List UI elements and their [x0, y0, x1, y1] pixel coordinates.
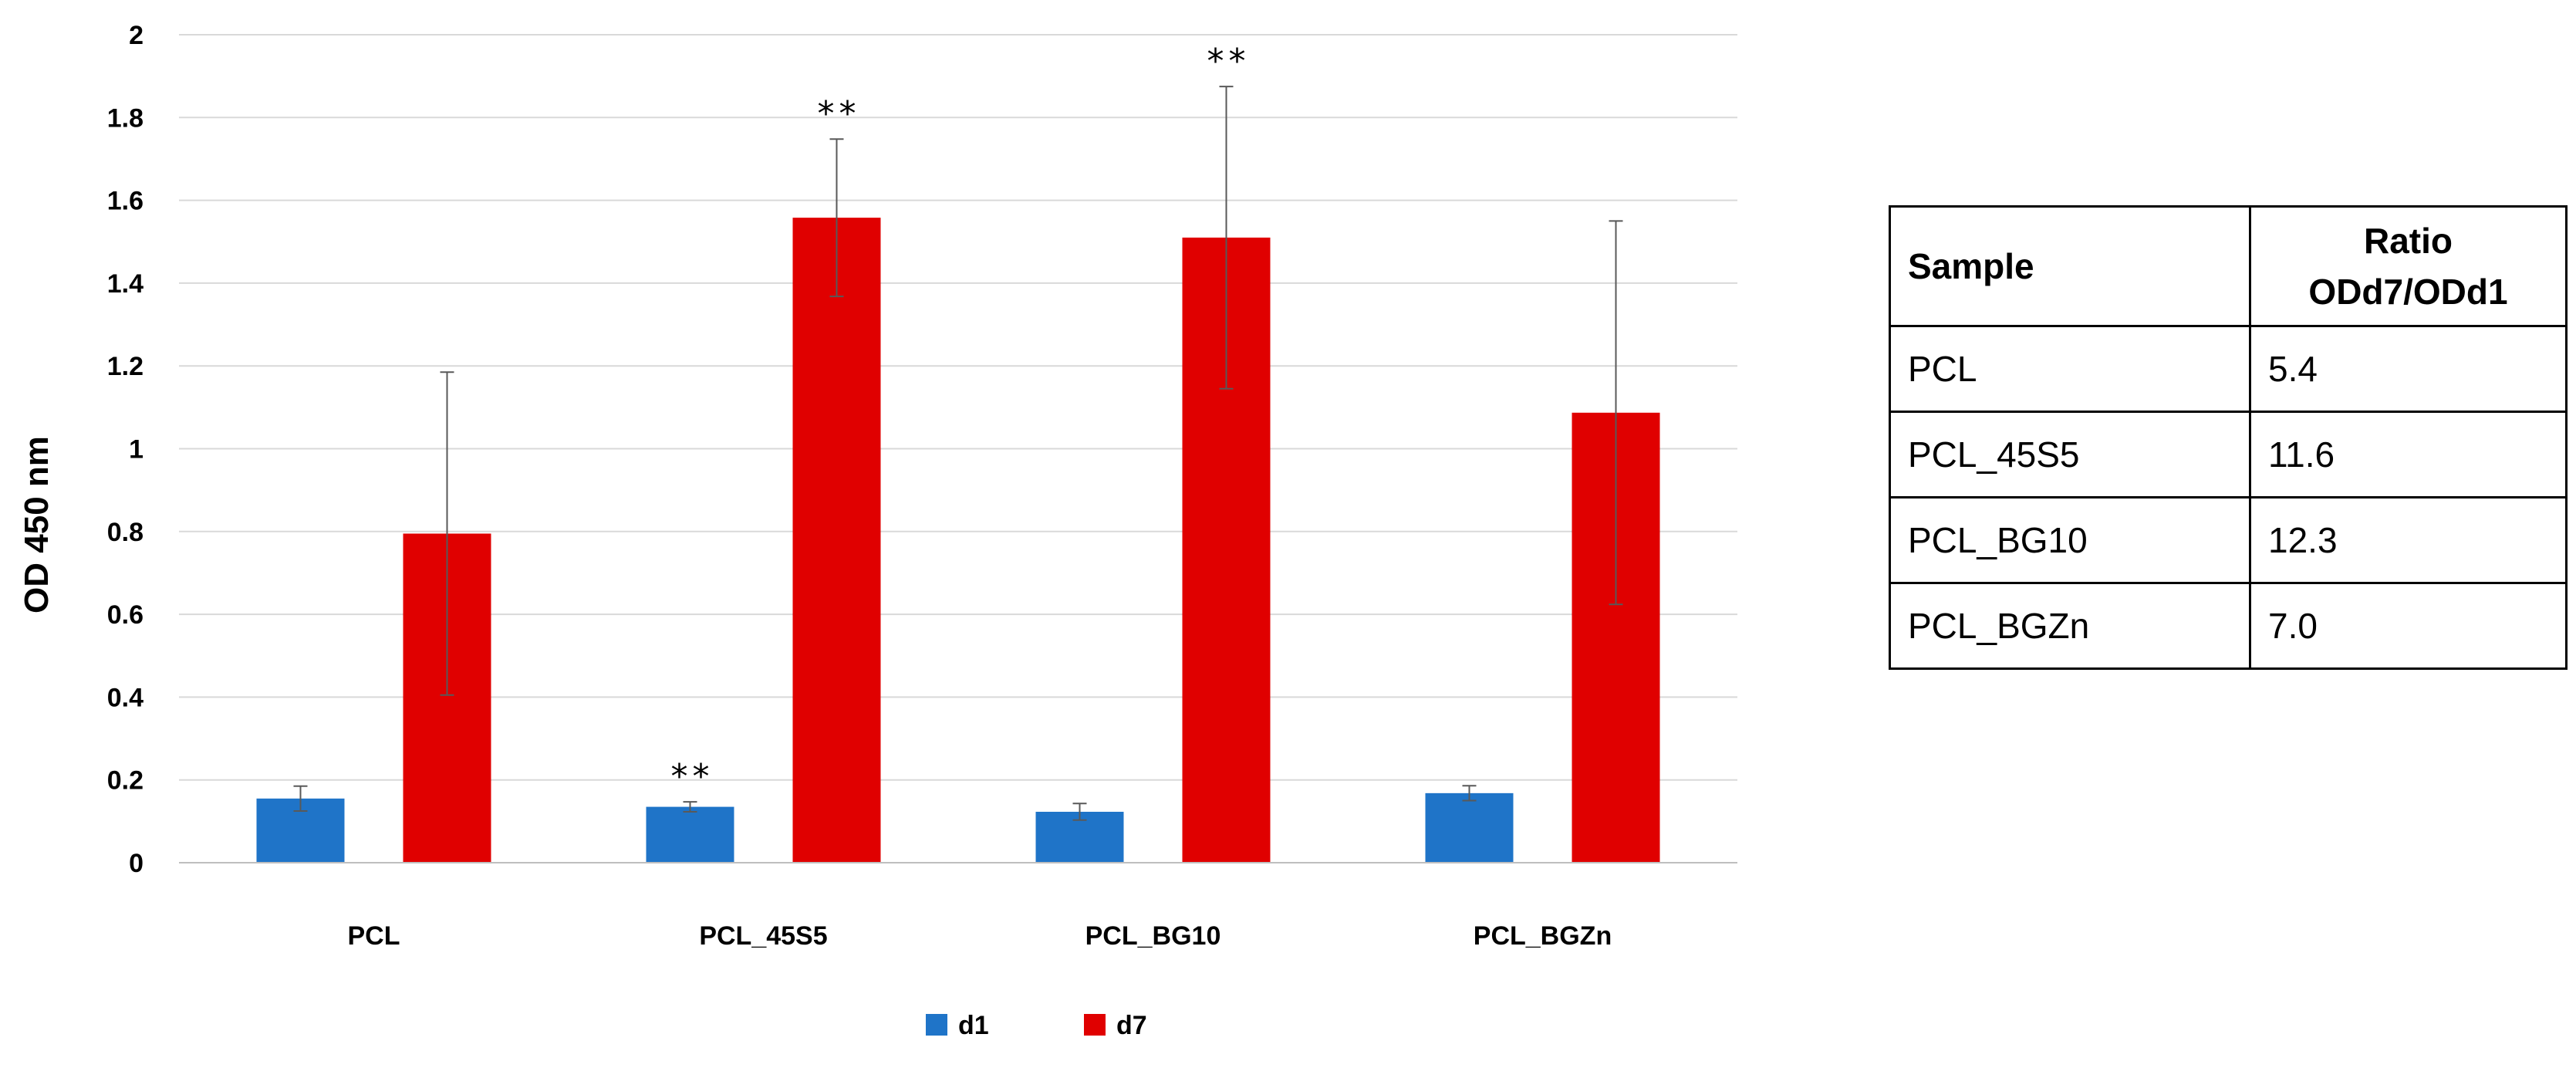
y-tick-label: 1.8: [107, 103, 143, 133]
y-axis-label: OD 450 nm: [18, 436, 56, 613]
header-ratio-line2: ODd7/ODd1: [2308, 272, 2508, 312]
header-ratio-line1: Ratio: [2364, 221, 2453, 261]
y-tick-label: 1: [129, 435, 143, 465]
legend-swatch: [926, 1014, 947, 1036]
cell-sample: PCL_BGZn: [1889, 582, 2251, 670]
x-category-label: PCL_BG10: [1085, 921, 1221, 951]
cell-sample: PCL_BG10: [1889, 496, 2251, 584]
y-tick-label: 0.2: [107, 766, 143, 796]
ratio-table: Sample Ratio ODd7/ODd1 PCL 5.4 PCL_45S5 …: [1889, 205, 2568, 670]
y-tick-label: 0: [129, 849, 143, 878]
header-sample: Sample: [1889, 205, 2251, 327]
header-ratio: Ratio ODd7/ODd1: [2249, 205, 2568, 327]
error-bar-d7: [440, 371, 454, 696]
table-row: PCL_45S5 11.6: [1889, 411, 2568, 498]
legend-swatch: [1084, 1014, 1106, 1036]
y-tick-label: 1.6: [107, 187, 143, 216]
y-tick-label: 0.6: [107, 600, 143, 630]
x-category-label: PCL_BGZn: [1474, 921, 1612, 951]
cell-sample: PCL_45S5: [1889, 411, 2251, 498]
significance-annotations: ** ** **: [671, 42, 1251, 796]
cell-ratio: 11.6: [2249, 411, 2568, 498]
y-tick-label: 1.4: [107, 269, 143, 299]
error-bar-d7: [829, 138, 844, 298]
error-bar-d7: [1609, 220, 1623, 606]
y-tick-label: 0.4: [107, 683, 143, 712]
cell-sample: PCL: [1889, 325, 2251, 413]
bar-d7: [792, 218, 881, 863]
error-bar-d1: [683, 801, 697, 813]
bar-d1: [1425, 792, 1514, 863]
cell-ratio: 7.0: [2249, 582, 2568, 670]
error-bar-d7: [1219, 86, 1234, 390]
legend-label: d1: [958, 1011, 989, 1040]
y-tick-label: 1.2: [107, 352, 143, 381]
legend: d1 d7: [926, 1011, 1147, 1040]
error-bar-d1: [1462, 785, 1477, 802]
y-tick-label: 2: [129, 21, 143, 50]
error-bar-d1: [1072, 803, 1087, 821]
od-bar-chart: 00.20.40.60.811.21.41.61.82 ****** PCL PC…: [18, 21, 1737, 1040]
legend-item-d7: d7: [1084, 1011, 1147, 1040]
table-header-row: Sample Ratio ODd7/ODd1: [1889, 205, 2568, 327]
x-category-label: PCL: [348, 921, 400, 951]
table-row: PCL_BGZn 7.0: [1889, 582, 2568, 670]
significance-marker: **: [818, 94, 861, 133]
significance-marker: **: [1207, 42, 1251, 81]
error-bars: [293, 86, 1623, 821]
legend-label: d7: [1116, 1011, 1147, 1040]
x-category-label: PCL_45S5: [699, 921, 827, 951]
error-bar-d1: [293, 785, 308, 812]
x-axis-categories: PCL PCL_45S5 PCL_BG10 PCL_BGZn: [348, 921, 1612, 951]
table-row: PCL_BG10 12.3: [1889, 496, 2568, 584]
legend-item-d1: d1: [926, 1011, 989, 1040]
bars: [256, 218, 1660, 863]
cell-ratio: 12.3: [2249, 496, 2568, 584]
y-tick-label: 0.8: [107, 518, 143, 547]
significance-marker: **: [671, 757, 714, 796]
y-axis-ticks: 0 0.2 0.4 0.6 0.8 1 1.2 1.4 1.6 1.8 2: [107, 21, 143, 878]
cell-ratio: 5.4: [2249, 325, 2568, 413]
bar-d1: [646, 806, 734, 863]
table-row: PCL 5.4: [1889, 325, 2568, 413]
